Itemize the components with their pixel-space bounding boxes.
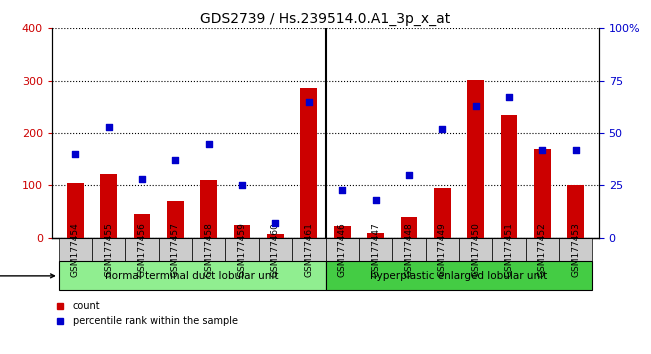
FancyBboxPatch shape xyxy=(326,262,592,290)
Text: GSM177460: GSM177460 xyxy=(271,222,280,277)
FancyBboxPatch shape xyxy=(59,238,92,262)
Legend: count, percentile rank within the sample: count, percentile rank within the sample xyxy=(51,297,242,330)
FancyBboxPatch shape xyxy=(126,238,159,262)
Point xyxy=(204,141,214,147)
Bar xyxy=(267,234,284,238)
Bar xyxy=(400,217,417,238)
FancyBboxPatch shape xyxy=(259,238,292,262)
Point xyxy=(171,158,181,163)
FancyBboxPatch shape xyxy=(292,238,326,262)
Text: GSM177453: GSM177453 xyxy=(571,222,580,277)
Text: GSM177450: GSM177450 xyxy=(471,222,480,277)
Point xyxy=(237,183,247,188)
FancyBboxPatch shape xyxy=(492,238,525,262)
FancyBboxPatch shape xyxy=(359,238,392,262)
Text: GSM177451: GSM177451 xyxy=(505,222,514,277)
FancyBboxPatch shape xyxy=(92,238,126,262)
FancyBboxPatch shape xyxy=(426,238,459,262)
Bar xyxy=(133,214,150,238)
Point xyxy=(104,124,114,130)
FancyBboxPatch shape xyxy=(459,238,492,262)
Point xyxy=(470,103,480,109)
Point xyxy=(270,221,281,226)
FancyBboxPatch shape xyxy=(225,238,259,262)
Point xyxy=(370,197,381,203)
FancyBboxPatch shape xyxy=(326,238,359,262)
Bar xyxy=(367,233,384,238)
Text: disease state: disease state xyxy=(0,271,55,281)
Bar xyxy=(434,188,450,238)
Point xyxy=(404,172,414,178)
Bar xyxy=(67,183,84,238)
Bar xyxy=(567,185,584,238)
FancyBboxPatch shape xyxy=(559,238,592,262)
Bar xyxy=(201,180,217,238)
Point xyxy=(537,147,547,153)
Text: GSM177449: GSM177449 xyxy=(437,222,447,277)
FancyBboxPatch shape xyxy=(392,238,426,262)
Text: GSM177454: GSM177454 xyxy=(71,222,80,277)
Text: GSM177452: GSM177452 xyxy=(538,222,547,277)
Bar xyxy=(467,80,484,238)
Point xyxy=(303,99,314,104)
Point xyxy=(437,126,447,132)
FancyBboxPatch shape xyxy=(59,262,326,290)
Bar xyxy=(100,174,117,238)
Bar xyxy=(534,149,551,238)
Title: GDS2739 / Hs.239514.0.A1_3p_x_at: GDS2739 / Hs.239514.0.A1_3p_x_at xyxy=(201,12,450,26)
Text: GSM177461: GSM177461 xyxy=(304,222,313,277)
Text: hyperplastic enlarged lobular unit: hyperplastic enlarged lobular unit xyxy=(370,271,547,281)
Bar xyxy=(301,87,317,238)
Text: GSM177459: GSM177459 xyxy=(238,222,247,277)
Text: GSM177448: GSM177448 xyxy=(404,222,413,277)
Text: GSM177456: GSM177456 xyxy=(137,222,146,277)
Point xyxy=(137,176,147,182)
FancyBboxPatch shape xyxy=(192,238,225,262)
Text: normal terminal duct lobular unit: normal terminal duct lobular unit xyxy=(105,271,279,281)
Text: GSM177457: GSM177457 xyxy=(171,222,180,277)
FancyBboxPatch shape xyxy=(525,238,559,262)
Text: GSM177446: GSM177446 xyxy=(338,222,347,277)
Point xyxy=(337,187,348,193)
Bar xyxy=(334,226,350,238)
Bar xyxy=(167,201,184,238)
Point xyxy=(570,147,581,153)
FancyBboxPatch shape xyxy=(159,238,192,262)
Text: GSM177455: GSM177455 xyxy=(104,222,113,277)
Bar xyxy=(501,115,518,238)
Text: GSM177458: GSM177458 xyxy=(204,222,214,277)
Point xyxy=(70,151,81,157)
Point xyxy=(504,95,514,100)
Text: GSM177447: GSM177447 xyxy=(371,222,380,277)
Bar xyxy=(234,225,251,238)
